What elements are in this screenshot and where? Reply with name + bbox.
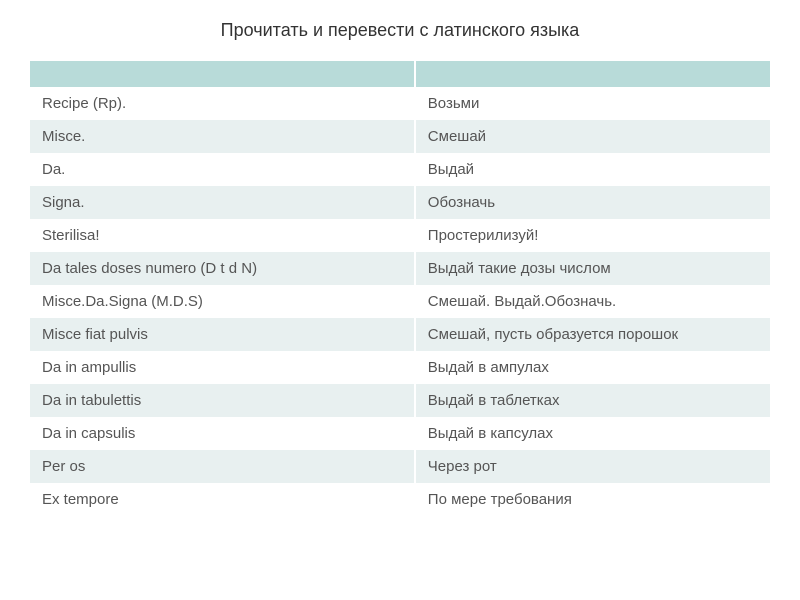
cell-latin: Ex tempore (30, 483, 415, 516)
cell-latin: Recipe (Rp). (30, 87, 415, 120)
translation-table: Recipe (Rp). Возьми Misce. Смешай Da. Вы… (30, 61, 770, 516)
table-row: Recipe (Rp). Возьми (30, 87, 770, 120)
table-row: Ex tempore По мере требования (30, 483, 770, 516)
cell-rus: Смешай. Выдай.Обозначь. (415, 285, 770, 318)
cell-rus: Выдай такие дозы числом (415, 252, 770, 285)
cell-rus: Простерилизуй! (415, 219, 770, 252)
cell-latin: Da in tabulettis (30, 384, 415, 417)
cell-latin: Da in capsulis (30, 417, 415, 450)
table-row: Signa. Обозначь (30, 186, 770, 219)
table-row: Sterilisa! Простерилизуй! (30, 219, 770, 252)
cell-latin: Misce. (30, 120, 415, 153)
table-row: Misce.Da.Signa (M.D.S) Смешай. Выдай.Обо… (30, 285, 770, 318)
table-row: Per os Через рот (30, 450, 770, 483)
cell-latin: Sterilisa! (30, 219, 415, 252)
table-row: Misce fiat pulvis Смешай, пусть образует… (30, 318, 770, 351)
cell-rus: Выдай в ампулах (415, 351, 770, 384)
page-title: Прочитать и перевести с латинского языка (30, 20, 770, 41)
cell-rus: Смешай (415, 120, 770, 153)
cell-rus: Возьми (415, 87, 770, 120)
cell-latin: Da tales doses numero (D t d N) (30, 252, 415, 285)
cell-latin: Da. (30, 153, 415, 186)
table-row: Da in capsulis Выдай в капсулах (30, 417, 770, 450)
table-row: Misce. Смешай (30, 120, 770, 153)
table-row: Da in tabulettis Выдай в таблетках (30, 384, 770, 417)
table-row: Da. Выдай (30, 153, 770, 186)
table-header-row (30, 61, 770, 87)
cell-latin: Misce fiat pulvis (30, 318, 415, 351)
cell-rus: Выдай в таблетках (415, 384, 770, 417)
table-row: Da in ampullis Выдай в ампулах (30, 351, 770, 384)
cell-latin: Misce.Da.Signa (M.D.S) (30, 285, 415, 318)
cell-rus: Выдай в капсулах (415, 417, 770, 450)
cell-rus: Через рот (415, 450, 770, 483)
cell-rus: Обозначь (415, 186, 770, 219)
cell-rus: По мере требования (415, 483, 770, 516)
header-col-rus (415, 61, 770, 87)
cell-latin: Da in ampullis (30, 351, 415, 384)
cell-rus: Смешай, пусть образуется порошок (415, 318, 770, 351)
header-col-latin (30, 61, 415, 87)
table-row: Da tales doses numero (D t d N) Выдай та… (30, 252, 770, 285)
cell-latin: Per os (30, 450, 415, 483)
cell-latin: Signa. (30, 186, 415, 219)
cell-rus: Выдай (415, 153, 770, 186)
